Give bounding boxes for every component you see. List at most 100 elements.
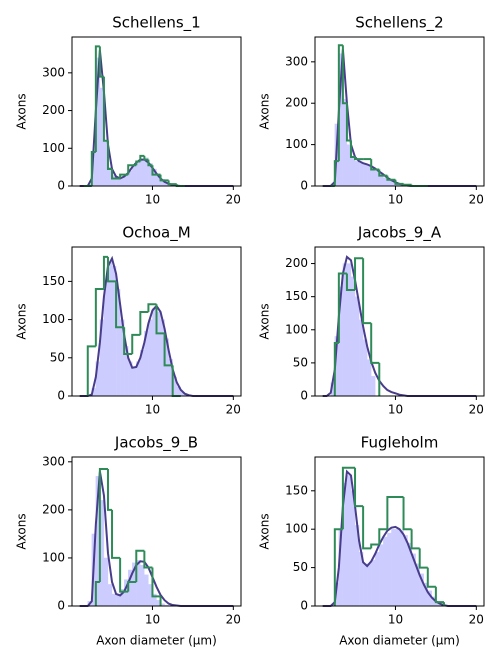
x-tick-label: 20 xyxy=(469,193,484,207)
axes-frame xyxy=(71,36,242,187)
fine-bar xyxy=(354,296,360,397)
y-tick-label: 200 xyxy=(42,103,65,117)
x-tick-label: 10 xyxy=(145,403,160,417)
step-bar xyxy=(362,258,372,325)
fine-bar xyxy=(350,276,356,397)
subplot-title: Schellens_2 xyxy=(355,14,443,33)
y-tick-label: 0 xyxy=(57,389,65,403)
y-tick-label: 200 xyxy=(285,96,308,110)
step-bar xyxy=(106,140,113,171)
fine-bar xyxy=(362,563,368,607)
fine-bar xyxy=(140,564,145,607)
step-bar xyxy=(354,467,364,508)
step-bar xyxy=(410,529,420,550)
step-bar xyxy=(345,103,351,142)
y-tick-label: 100 xyxy=(285,137,308,151)
subplot-title: Jacobs_9_A xyxy=(357,224,442,243)
y-tick-label: 100 xyxy=(285,522,308,536)
y-tick-label: 0 xyxy=(300,179,308,193)
step-bar xyxy=(106,469,113,511)
subplot-title: Schellens_1 xyxy=(112,14,200,33)
x-tick-label: 10 xyxy=(145,193,160,207)
fine-bar xyxy=(354,161,360,187)
step-bar xyxy=(354,257,364,291)
step-bar xyxy=(345,273,356,292)
fine-bar xyxy=(362,339,368,397)
x-tick-label: 20 xyxy=(469,403,484,417)
step-bar xyxy=(139,154,145,162)
step-bar xyxy=(94,288,104,347)
y-tick-label: 0 xyxy=(300,599,308,613)
fine-bar xyxy=(367,359,372,397)
fine-bar xyxy=(371,168,376,187)
step-bar xyxy=(337,272,347,344)
x-tick-label: 20 xyxy=(226,613,241,627)
step-bar xyxy=(90,151,96,186)
step-bar xyxy=(386,175,396,181)
step-bar xyxy=(139,310,149,335)
step-bar xyxy=(370,159,380,171)
step-bar xyxy=(167,180,177,186)
axes-frame xyxy=(314,36,485,187)
step-bar xyxy=(131,333,141,354)
y-tick-label: 50 xyxy=(293,560,308,574)
step-bar xyxy=(94,580,100,606)
y-tick-label: 150 xyxy=(42,274,65,288)
x-tick-label: 20 xyxy=(226,193,241,207)
y-tick-label: 0 xyxy=(300,389,308,403)
fine-bar xyxy=(399,530,404,607)
fine-bar xyxy=(346,475,352,607)
step-bar xyxy=(94,45,100,153)
subplot: 10 20 0 50 100 150 Ochoa_M Axons xyxy=(15,224,242,417)
step-bar xyxy=(354,157,364,161)
fine-bar xyxy=(375,552,380,607)
y-tick-label: 0 xyxy=(57,179,65,193)
step-bar xyxy=(362,506,372,550)
x-tick-label: 10 xyxy=(388,403,403,417)
step-bar xyxy=(159,174,169,182)
step-bar xyxy=(102,76,108,142)
y-axis-label: Axons xyxy=(15,513,29,549)
fine-bar xyxy=(362,164,368,187)
y-tick-label: 200 xyxy=(285,256,308,270)
axes-frame xyxy=(71,456,242,607)
x-axis-label: Axon diameter (µm) xyxy=(339,634,460,648)
axes-frame xyxy=(71,246,242,397)
fine-bar xyxy=(148,319,153,397)
x-tick-label: 20 xyxy=(469,613,484,627)
x-axis-label: Axon diameter (µm) xyxy=(96,634,217,648)
subplot-title: Ochoa_M xyxy=(122,224,190,243)
step-bar xyxy=(135,549,145,582)
fine-bar xyxy=(387,180,392,187)
fine-bar xyxy=(132,165,137,187)
fine-bar xyxy=(403,535,408,607)
step-bar xyxy=(127,580,137,592)
step-bar xyxy=(434,586,444,604)
y-tick-label: 300 xyxy=(42,454,65,468)
y-tick-label: 100 xyxy=(42,141,65,155)
fine-bar xyxy=(387,532,392,607)
step-bar xyxy=(135,160,141,166)
step-bar xyxy=(155,304,165,335)
y-axis-label: Axons xyxy=(258,303,272,339)
y-tick-label: 300 xyxy=(42,65,65,79)
fine-bar xyxy=(350,156,356,187)
step-bar xyxy=(341,466,356,530)
step-bar xyxy=(370,323,380,364)
step-bar xyxy=(147,159,153,167)
x-tick-label: 10 xyxy=(388,193,403,207)
fine-bar xyxy=(111,593,117,607)
fine-bar xyxy=(103,557,109,607)
y-tick-label: 300 xyxy=(285,54,308,68)
fine-bar xyxy=(140,158,145,187)
step-bar xyxy=(378,528,388,545)
subplot-title: Fugleholm xyxy=(361,434,439,452)
step-bar xyxy=(111,169,121,180)
y-tick-label: 150 xyxy=(285,289,308,303)
fine-bar xyxy=(358,163,364,187)
fine-bar xyxy=(107,584,113,607)
